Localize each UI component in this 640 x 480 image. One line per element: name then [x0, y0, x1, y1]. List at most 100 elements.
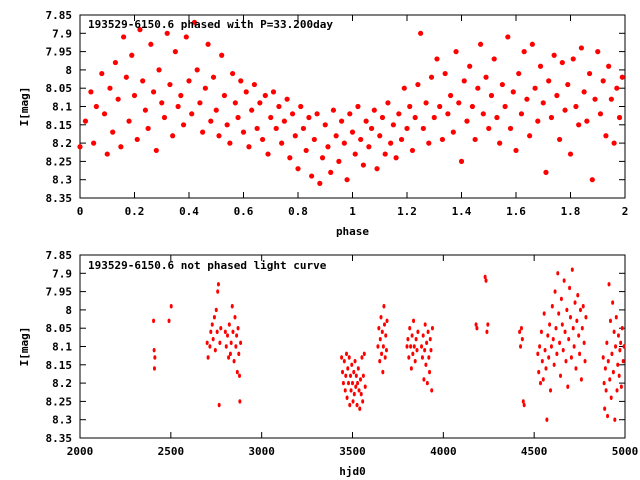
data-point [366, 144, 372, 150]
data-point [292, 133, 298, 139]
data-point [404, 125, 410, 132]
data-point [548, 114, 555, 121]
data-point [612, 329, 616, 335]
data-point [383, 355, 387, 360]
data-point [557, 136, 563, 143]
data-point [170, 133, 176, 139]
data-point [469, 103, 475, 110]
data-point [535, 118, 541, 124]
data-point [616, 333, 620, 338]
data-point [350, 362, 354, 367]
unphased-light-curve-panel: 2000 2500 3000 3500 4000 4500 5000 7.85 7.9 7.95 8… [18, 249, 638, 478]
data-point [608, 96, 614, 102]
data-point [224, 344, 228, 349]
data-point [472, 136, 478, 143]
data-point [129, 52, 135, 58]
data-point [214, 307, 218, 313]
data-point [378, 358, 382, 364]
data-point [619, 340, 623, 346]
data-point [474, 322, 478, 327]
data-point [152, 366, 156, 371]
data-point [341, 140, 347, 146]
y-tick-label: 8.3 [52, 174, 72, 187]
data-point [430, 326, 434, 331]
data-point [208, 344, 212, 349]
data-point [579, 377, 583, 382]
data-point [352, 151, 358, 157]
data-point [529, 41, 535, 47]
data-point [229, 340, 233, 346]
x-tick-label: 3000 [248, 445, 275, 458]
data-point [246, 144, 252, 150]
data-point [546, 78, 552, 84]
data-point [437, 103, 443, 110]
data-point [502, 103, 508, 110]
data-point [295, 166, 301, 172]
data-point [88, 89, 94, 95]
x-axis-label: hjd0 [339, 465, 366, 478]
y-tick-label: 8.3 [52, 414, 72, 427]
data-point [571, 326, 575, 331]
data-point [378, 336, 382, 342]
data-point [221, 92, 228, 99]
data-point [385, 100, 391, 106]
data-point [442, 70, 448, 77]
data-point [578, 307, 582, 313]
data-point [568, 285, 572, 291]
data-point [330, 107, 337, 113]
data-point [344, 177, 350, 183]
data-point [542, 311, 546, 316]
data-point [521, 49, 527, 55]
data-point [548, 322, 552, 327]
data-point [236, 326, 240, 331]
data-point [603, 133, 609, 139]
data-point [578, 351, 582, 357]
data-point [589, 177, 595, 183]
y-tick-label: 8.05 [46, 322, 73, 335]
data-point [346, 366, 350, 371]
y-tick-label: 8.25 [46, 155, 73, 168]
data-point [575, 318, 579, 324]
data-point [565, 307, 569, 313]
data-point [354, 373, 358, 378]
data-point [237, 351, 241, 357]
data-point [363, 384, 367, 389]
data-point [539, 380, 543, 386]
data-point [426, 329, 430, 335]
data-point [352, 369, 356, 375]
data-point [543, 169, 549, 175]
data-point [602, 380, 606, 386]
data-point [554, 326, 558, 331]
data-point [550, 304, 554, 309]
data-point [483, 274, 487, 280]
data-point [475, 85, 481, 91]
data-point [259, 136, 266, 143]
data-point [126, 118, 132, 124]
data-point [175, 103, 181, 110]
data-point [164, 30, 170, 36]
data-point [140, 78, 146, 84]
data-point [121, 34, 127, 40]
y-tick-label: 8.15 [46, 359, 73, 372]
data-point [355, 103, 361, 110]
data-point [131, 92, 138, 99]
data-point [606, 358, 610, 364]
data-point [477, 41, 484, 47]
x-tick-label: 0.6 [234, 205, 254, 218]
data-point [610, 351, 614, 357]
data-point [153, 355, 157, 360]
data-point [93, 103, 99, 110]
data-point [317, 180, 323, 186]
plot-frame [79, 254, 626, 439]
data-point [189, 111, 195, 117]
data-point [614, 315, 618, 320]
data-point [453, 49, 459, 55]
data-point [281, 118, 287, 124]
data-point [541, 377, 545, 382]
data-point [592, 96, 598, 102]
data-point [360, 355, 364, 360]
data-point [614, 85, 620, 91]
data-point [611, 300, 615, 305]
data-point [540, 358, 544, 364]
data-point [209, 329, 213, 335]
